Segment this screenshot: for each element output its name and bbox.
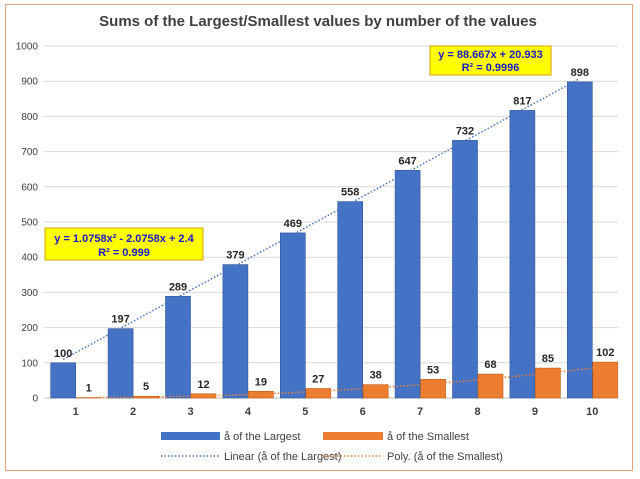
- x-tick-label: 9: [532, 406, 538, 418]
- y-tick-label: 400: [21, 253, 38, 264]
- bar-smallest: [420, 379, 446, 399]
- y-axis: 0 100 200 300 400 500 600 700 800 900 1000: [16, 42, 39, 405]
- legend: å of the Largest å of the Smallest Linea…: [161, 431, 503, 463]
- data-label-smallest: 19: [255, 376, 267, 388]
- data-label-largest: 289: [169, 281, 187, 293]
- data-label-smallest: 53: [427, 364, 439, 376]
- data-label-smallest: 12: [197, 379, 209, 391]
- y-tick-label: 600: [21, 182, 38, 193]
- equation-box-smallest: [44, 227, 204, 261]
- data-label-largest: 732: [456, 125, 474, 137]
- chart-title: Sums of the Largest/Smallest values by n…: [99, 13, 537, 30]
- y-tick-label: 0: [32, 394, 38, 405]
- trendline-equation-smallest: y = 1.0758x² - 2.0758x + 2.4 R² = 0.999: [44, 227, 204, 261]
- legend-label-linear: Linear (å of the Largest): [224, 451, 341, 463]
- bar-largest: [279, 232, 306, 399]
- legend-swatch-largest: [161, 432, 220, 440]
- bar-largest: [509, 110, 536, 399]
- bar-largest: [337, 201, 364, 399]
- y-tick-label: 200: [21, 323, 38, 334]
- equation-largest: y = 88.667x + 20.933: [438, 49, 543, 61]
- x-tick-label: 1: [73, 406, 79, 418]
- data-label-largest: 100: [54, 348, 72, 360]
- equation-box-largest: [429, 45, 552, 76]
- y-tick-label: 300: [21, 288, 38, 299]
- x-tick-label: 3: [187, 406, 193, 418]
- trendline-poly: [88, 365, 606, 399]
- data-label-smallest: 38: [370, 370, 382, 382]
- bar-largest: [394, 169, 421, 399]
- y-tick-label: 700: [21, 147, 38, 158]
- x-tick-label: 8: [474, 406, 480, 418]
- y-tick-label: 1000: [16, 42, 39, 53]
- data-label-smallest: 27: [312, 373, 324, 385]
- x-tick-label: 6: [360, 406, 366, 418]
- data-label-largest: 647: [398, 155, 416, 167]
- x-axis: 1 2 3 4 5 6 7 8 9 10: [73, 406, 599, 418]
- trendlines: [62, 77, 606, 399]
- data-label-smallest: 5: [143, 381, 149, 393]
- bar-largest: [50, 362, 77, 399]
- equation-smallest: y = 1.0758x² - 2.0758x + 2.4: [54, 233, 194, 245]
- bar-smallest: [477, 373, 504, 399]
- x-tick-label: 7: [417, 406, 423, 418]
- y-tick-label: 900: [21, 77, 38, 88]
- legend-swatch-smallest: [323, 432, 383, 440]
- r2-smallest: R² = 0.999: [98, 247, 150, 259]
- trendline-linear: [62, 77, 581, 361]
- data-label-largest: 558: [341, 187, 359, 199]
- bar-smallest: [592, 361, 619, 399]
- y-tick-label: 800: [21, 112, 38, 123]
- bar-largest: [452, 140, 478, 399]
- bar-largest: [222, 264, 249, 399]
- data-label-smallest: 68: [484, 359, 496, 371]
- data-label-largest: 379: [226, 250, 244, 262]
- data-label-largest: 817: [513, 95, 531, 107]
- data-labels: 100 197 289 379 469 558 647 732 817 898 1 5 12 19 27 38…: [54, 67, 614, 395]
- bar-smallest: [305, 388, 332, 399]
- bar-smallest: [535, 367, 561, 399]
- data-label-smallest: 85: [542, 353, 554, 365]
- y-tick-label: 100: [21, 358, 38, 369]
- bar-largest: [566, 81, 593, 399]
- y-tick-label: 500: [21, 218, 38, 229]
- legend-label-largest: å of the Largest: [224, 431, 300, 443]
- bar-largest: [107, 328, 134, 399]
- legend-label-poly: Poly. (å of the Smallest): [387, 451, 503, 463]
- data-label-largest: 197: [111, 314, 129, 326]
- x-tick-label: 5: [302, 406, 308, 418]
- data-label-largest: 469: [284, 218, 302, 230]
- x-tick-label: 4: [245, 406, 252, 418]
- bar-smallest: [362, 384, 389, 399]
- data-label-smallest: 1: [86, 383, 92, 395]
- data-label-smallest: 102: [596, 347, 614, 359]
- bars: [50, 81, 619, 399]
- legend-label-smallest: å of the Smallest: [387, 431, 469, 443]
- bar-largest: [165, 295, 191, 399]
- x-tick-label: 10: [586, 406, 598, 418]
- r2-largest: R² = 0.9996: [462, 62, 520, 74]
- trendline-equation-largest: y = 88.667x + 20.933 R² = 0.9996: [429, 45, 552, 76]
- x-tick-label: 2: [130, 406, 136, 418]
- data-label-largest: 898: [571, 67, 589, 79]
